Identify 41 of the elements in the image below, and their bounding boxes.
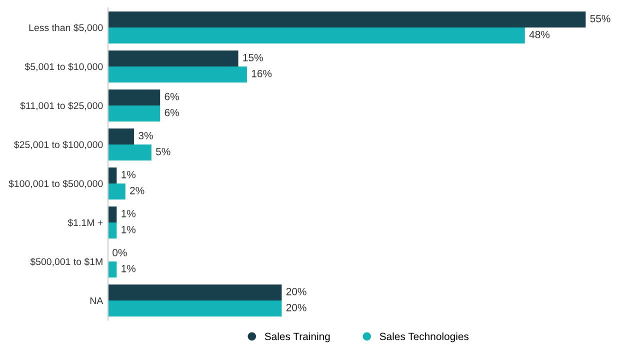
data-label: 1% <box>122 210 136 218</box>
bar <box>108 106 160 122</box>
bar <box>108 300 282 316</box>
bar <box>108 128 134 144</box>
data-label: 6% <box>164 108 179 116</box>
bar <box>108 262 117 278</box>
data-label: 55% <box>590 14 610 22</box>
bar <box>108 12 586 28</box>
y-tick-label: $500,001 to $1M <box>30 258 102 266</box>
data-label: 20% <box>286 288 306 296</box>
data-label: 1% <box>122 264 136 272</box>
y-tick-label: NA <box>90 297 104 304</box>
y-tick-label: $100,001 to $500,000 <box>8 180 103 188</box>
data-label: 6% <box>164 92 179 100</box>
y-tick-label: $5,001 to $10,000 <box>24 62 103 72</box>
bar <box>108 206 117 222</box>
data-label: 48% <box>529 30 550 38</box>
bar <box>108 90 160 106</box>
data-label: 16% <box>252 70 272 78</box>
data-label: 20% <box>286 304 306 312</box>
data-label: 3% <box>138 132 153 140</box>
data-label: 15% <box>243 54 263 62</box>
y-tick-label: $11,001 to $25,000 <box>20 102 103 110</box>
bar <box>108 284 282 300</box>
bar <box>108 222 117 238</box>
bar <box>108 144 152 160</box>
data-label: 0% <box>112 248 127 256</box>
bar <box>108 50 238 66</box>
legend-label: Sales Training <box>264 332 330 342</box>
y-tick-label: $1.1M + <box>68 218 103 227</box>
bar <box>108 66 247 82</box>
bar <box>108 28 525 44</box>
bar <box>108 168 117 184</box>
data-label: 2% <box>130 186 144 194</box>
bar <box>108 184 126 200</box>
y-tick-label: $25,001 to $100,000 <box>14 140 103 150</box>
data-label: 1% <box>122 226 136 234</box>
y-tick-label: Less than $5,000 <box>29 24 103 32</box>
legend-label: Sales Technologies <box>380 332 469 342</box>
data-label: 1% <box>122 170 136 178</box>
data-label: 5% <box>156 148 170 156</box>
